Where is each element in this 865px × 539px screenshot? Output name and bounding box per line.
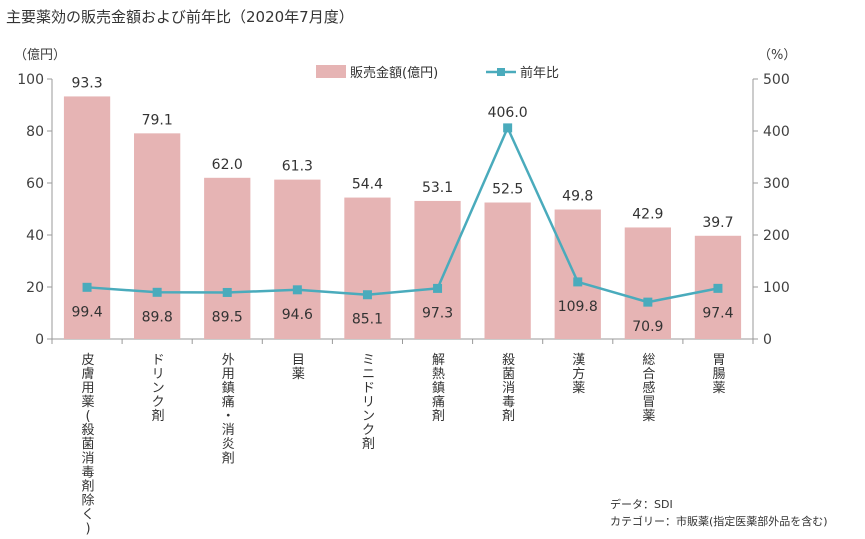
line-value-label: 89.8 [142,309,173,325]
line-value-label: 406.0 [488,105,528,121]
category-label: 皮膚用薬(殺菌消毒剤除く) [82,353,95,536]
line-point [573,277,583,287]
bar-value-label: 53.1 [422,180,453,196]
data-source-note: データ：SDI [610,497,673,511]
bar-value-label: 52.5 [492,182,523,198]
category-label: ミニドリンク剤 [362,353,375,452]
left-tick-label: 20 [26,280,44,296]
category-label: 解熱鎮痛剤 [432,353,445,424]
line-point [362,290,372,300]
line-value-label: 99.4 [71,304,102,320]
category-label: ドリンク剤 [152,353,165,424]
legend-line-label: 前年比 [520,65,559,81]
line-value-label: 89.5 [212,309,243,325]
line-point [152,287,162,297]
line-point [292,285,302,295]
bar-value-label: 49.8 [562,189,593,205]
line-value-label: 97.3 [422,305,453,321]
line-value-label: 85.1 [352,312,383,328]
right-tick-label: 400 [763,124,790,140]
legend-bar-label: 販売金額(億円) [350,65,438,81]
line-point [433,283,443,293]
line-value-label: 97.4 [702,305,733,321]
line-point [503,123,513,133]
left-axis-unit: （億円） [14,47,66,63]
bar-value-label: 42.9 [632,206,663,222]
category-label: 漢方薬 [572,353,585,396]
right-tick-label: 0 [763,332,772,348]
bar [63,96,111,339]
right-axis-unit: （%） [758,48,796,63]
line-value-label: 70.9 [632,319,663,335]
bar-value-label: 62.0 [212,157,243,173]
bar [484,202,531,339]
bar [134,133,181,339]
line-series [82,123,723,307]
bar [274,179,321,339]
bar-value-label: 54.4 [352,177,383,193]
category-note: カテゴリー：市販薬(指定医薬部外品を含む) [610,514,828,528]
category-labels: 皮膚用薬(殺菌消毒剤除く) ドリンク剤 外用鎮痛・消炎剤 目薬 ミニドリンク剤 解熱鎮痛剤… [82,353,726,536]
right-tick-label: 300 [763,176,790,192]
category-label: 目薬 [292,353,305,382]
line-point [82,282,92,292]
bar-value-label: 39.7 [702,215,733,231]
bar [554,209,601,339]
left-tick-label: 100 [17,72,44,88]
right-tick-label: 100 [763,280,790,296]
data-labels: 93.3 79.1 62.0 61.3 54.4 53.1 52.5 49.8 42.9 39.7… [71,75,733,335]
left-tick-label: 80 [26,124,44,140]
bar [624,227,671,339]
line-value-label: 109.8 [558,299,598,315]
left-tick-label: 40 [26,228,44,244]
bar-value-label: 79.1 [142,112,173,128]
bar-value-label: 93.3 [71,75,102,91]
bar-value-label: 61.3 [282,159,313,175]
legend-line-marker [497,68,505,76]
line-value-label: 94.6 [282,307,313,323]
line-point [222,287,232,297]
bar [414,200,461,339]
legend: 販売金額(億円) 前年比 [316,65,559,81]
legend-bar-swatch [316,65,346,78]
category-label: 胃腸薬 [712,353,725,396]
line-point [713,283,723,293]
category-label: 総合感冒薬 [642,353,655,424]
line-point [643,297,653,307]
category-label: 外用鎮痛・消炎剤 [222,353,235,466]
bar [344,197,391,339]
bar [204,177,251,339]
left-tick-label: 0 [35,332,44,348]
chart-title: 主要薬効の販売金額および前年比（2020年7月度） [6,8,354,26]
right-tick-label: 500 [763,72,790,88]
axes: 0 20 40 60 80 100 0 100 200 300 400 500 [17,72,789,348]
category-label: 殺菌消毒剤 [502,353,515,424]
line-path [86,126,719,304]
right-tick-label: 200 [763,228,790,244]
left-tick-label: 60 [26,176,44,192]
bars [63,96,742,339]
